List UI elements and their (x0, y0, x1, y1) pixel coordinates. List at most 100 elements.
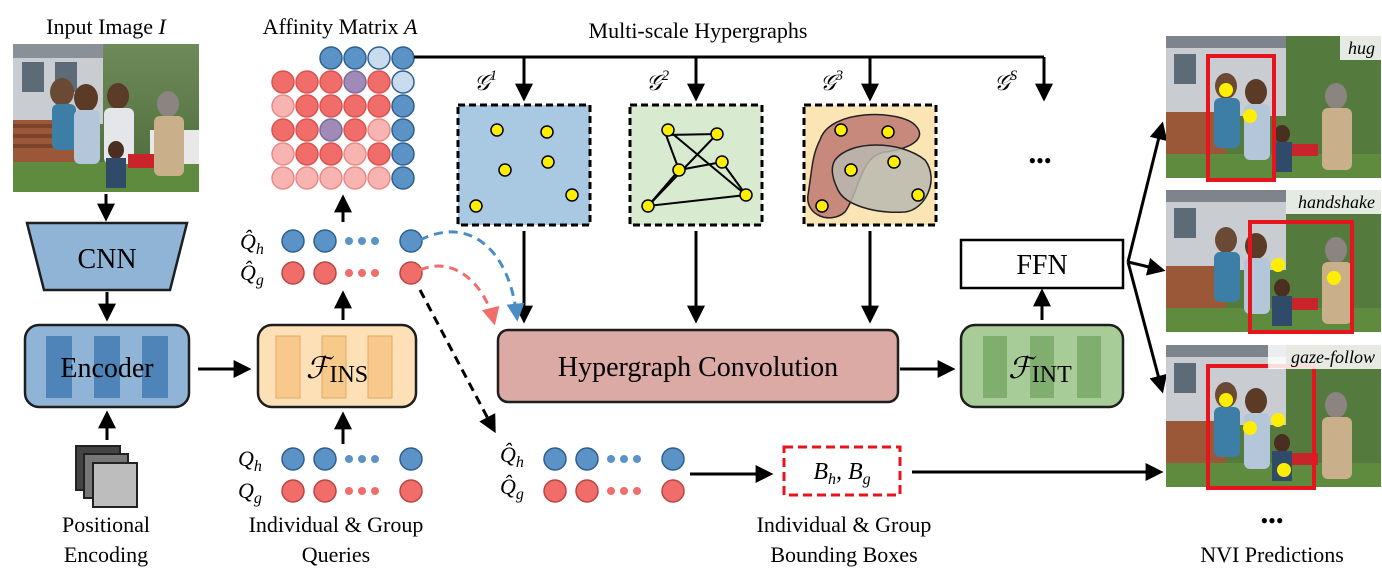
query-token (575, 447, 599, 471)
prediction-tag-bg (1340, 36, 1381, 60)
graph-g1-label: 𝒢1 (474, 68, 497, 95)
person-keypoint (1219, 83, 1233, 97)
arrow-ffn-to-pred-2 (1127, 257, 1166, 276)
query-token (313, 447, 337, 471)
prediction-box (1248, 220, 1354, 334)
boxes-label-line1: Individual & Group (757, 512, 932, 537)
query-token (543, 479, 567, 503)
person-keypoint (1271, 258, 1285, 272)
query-ellipsis-dot (620, 487, 628, 495)
affinity-matrix (271, 46, 415, 190)
affinity-cell (391, 46, 415, 70)
bounding-boxes-label: Bh, Bg (813, 459, 870, 488)
affinity-title: Affinity Matrix A (263, 14, 418, 39)
affinity-cell (367, 46, 391, 70)
arrow-ffn-to-pred-1 (1126, 121, 1168, 263)
prediction-thumbnail: gaze-follow (1166, 345, 1381, 490)
person-keypoint (1243, 109, 1257, 123)
affinity-cell (367, 94, 391, 118)
graph-g2-label: 𝒢2 (646, 68, 670, 95)
affinity-cell (343, 70, 367, 94)
boxes-label-line2: Bounding Boxes (770, 542, 917, 567)
query-ellipsis-dot (345, 237, 353, 245)
queries-label-line2: Queries (302, 542, 370, 567)
query-h-label: Qh (238, 446, 262, 475)
queries-label-line1: Individual & Group (249, 512, 424, 537)
query-ellipsis-dot (371, 237, 379, 245)
affinity-cell (367, 142, 391, 166)
query-ellipsis-dot (345, 269, 353, 277)
query-token (281, 229, 305, 253)
affinity-cell (319, 94, 343, 118)
input-photo (13, 44, 199, 192)
affinity-cell (391, 142, 415, 166)
affinity-cell (319, 118, 343, 142)
hypergraph-g1 (456, 103, 592, 227)
out-query-h-row (543, 447, 685, 471)
arrow-query-g-to-conv (419, 264, 500, 326)
affinity-cell (271, 118, 295, 142)
arrow-query-h-to-conv (419, 230, 525, 322)
predictions-ellipsis: ••• (1260, 508, 1283, 533)
prediction-thumbnail: handshake (1166, 190, 1381, 334)
query-ellipsis-dot (633, 487, 641, 495)
prediction-tag-bg (1286, 190, 1381, 214)
graph-gs-label: 𝒢S (994, 68, 1018, 95)
query-token (281, 261, 305, 285)
query-ellipsis-dot (607, 455, 615, 463)
affinity-cell (343, 118, 367, 142)
query-ellipsis-dot (358, 269, 366, 277)
query-ellipsis-dot (633, 455, 641, 463)
query-ellipsis-dot (345, 455, 353, 463)
positional-encoding-stack-icon (75, 445, 138, 508)
affinity-cell (391, 94, 415, 118)
affinity-cell (343, 94, 367, 118)
encoder-label: Encoder (60, 353, 154, 384)
affinity-cell (295, 118, 319, 142)
encoder-block (23, 323, 191, 409)
query-g-row (281, 479, 423, 503)
query-hat-h-row (281, 229, 423, 253)
query-ellipsis-dot (345, 487, 353, 495)
query-token (661, 447, 685, 471)
fins-block (256, 323, 418, 409)
affinity-cell (319, 46, 343, 70)
query-hat-h-label: Q̂h (240, 229, 264, 258)
query-ellipsis-dot (358, 237, 366, 245)
affinity-cell (295, 166, 319, 190)
prediction-tag: handshake (1298, 192, 1375, 212)
out-query-g-row (543, 479, 685, 503)
query-token (543, 447, 567, 471)
prediction-tag-bg (1268, 345, 1381, 369)
affinity-cell (319, 70, 343, 94)
query-h-row (281, 447, 423, 471)
hypergraph-convolution-label: Hypergraph Convolution (558, 352, 838, 383)
affinity-cell (295, 142, 319, 166)
affinity-cell (391, 70, 415, 94)
affinity-cell (343, 46, 367, 70)
person-keypoint (1219, 393, 1233, 407)
affinity-cell (343, 166, 367, 190)
query-token (399, 447, 423, 471)
query-g-label: Qg (238, 478, 262, 507)
query-token (399, 479, 423, 503)
ffn-block (959, 238, 1125, 290)
query-token (313, 229, 337, 253)
prediction-box (1206, 364, 1316, 490)
query-ellipsis-dot (371, 455, 379, 463)
input-image-title: Input Image I (46, 14, 167, 39)
query-token (661, 479, 685, 503)
query-ellipsis-dot (607, 487, 615, 495)
affinity-cell (271, 94, 295, 118)
cnn-block (25, 221, 189, 292)
query-token (313, 261, 337, 285)
graphs-ellipsis: ••• (1028, 148, 1051, 173)
affinity-cell (271, 70, 295, 94)
predictions-title: NVI Predictions (1200, 542, 1344, 567)
affinity-cell (367, 70, 391, 94)
query-token (281, 479, 305, 503)
arrow-queries-to-decoder-output (418, 289, 496, 434)
query-hat-g-label: Q̂g (240, 260, 264, 289)
prediction-box (1206, 54, 1276, 182)
